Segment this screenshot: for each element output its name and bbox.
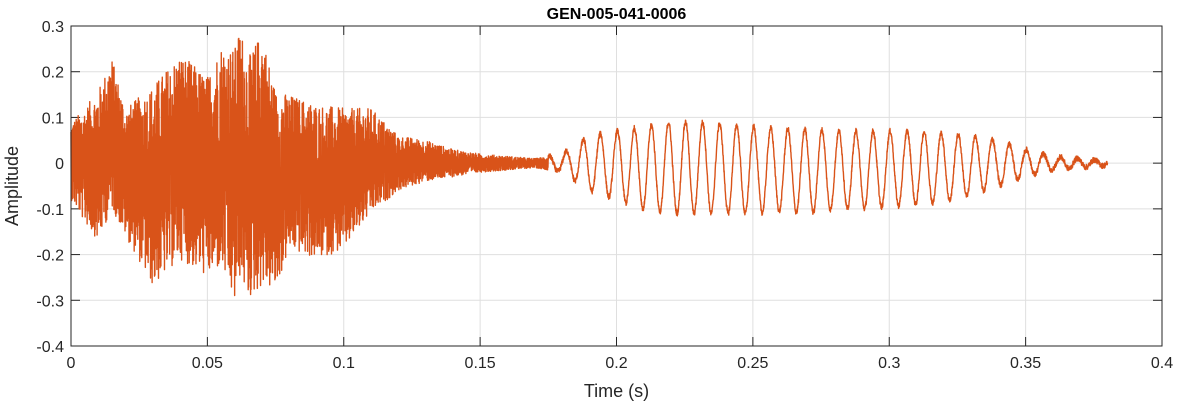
y-tick-label: -0.3 <box>36 293 64 310</box>
x-tick-label: 0.4 <box>1151 355 1173 372</box>
y-tick-label: 0.3 <box>42 19 64 36</box>
x-tick-label: 0.1 <box>333 355 355 372</box>
y-tick-label: -0.1 <box>36 202 64 219</box>
x-tick-label: 0.35 <box>1010 355 1041 372</box>
y-tick-label: -0.4 <box>36 339 64 356</box>
x-tick-label: 0.15 <box>465 355 496 372</box>
y-tick-label: 0 <box>55 156 64 173</box>
x-axis-label: Time (s) <box>584 381 649 401</box>
y-tick-label: 0.1 <box>42 110 64 127</box>
series-line <box>70 37 1109 297</box>
chart-title: GEN-005-041-0006 <box>547 6 687 23</box>
axes-box <box>70 25 1163 347</box>
y-tick-label: 0.2 <box>42 65 64 82</box>
x-tick-label: 0.25 <box>737 355 768 372</box>
x-tick-label: 0.3 <box>878 355 900 372</box>
plot-area <box>70 37 1109 297</box>
x-tick-label: 0.2 <box>605 355 627 372</box>
y-tick-label: -0.2 <box>36 248 64 265</box>
y-axis-label: Amplitude <box>2 146 22 226</box>
x-tick-label: 0 <box>67 355 76 372</box>
tick-labels: 0 0.05 0.1 0.15 0.2 0.25 0.3 0.35 0.4 -0.4 -0.3 -0.… <box>36 19 1173 372</box>
x-tick-label: 0.05 <box>192 355 223 372</box>
